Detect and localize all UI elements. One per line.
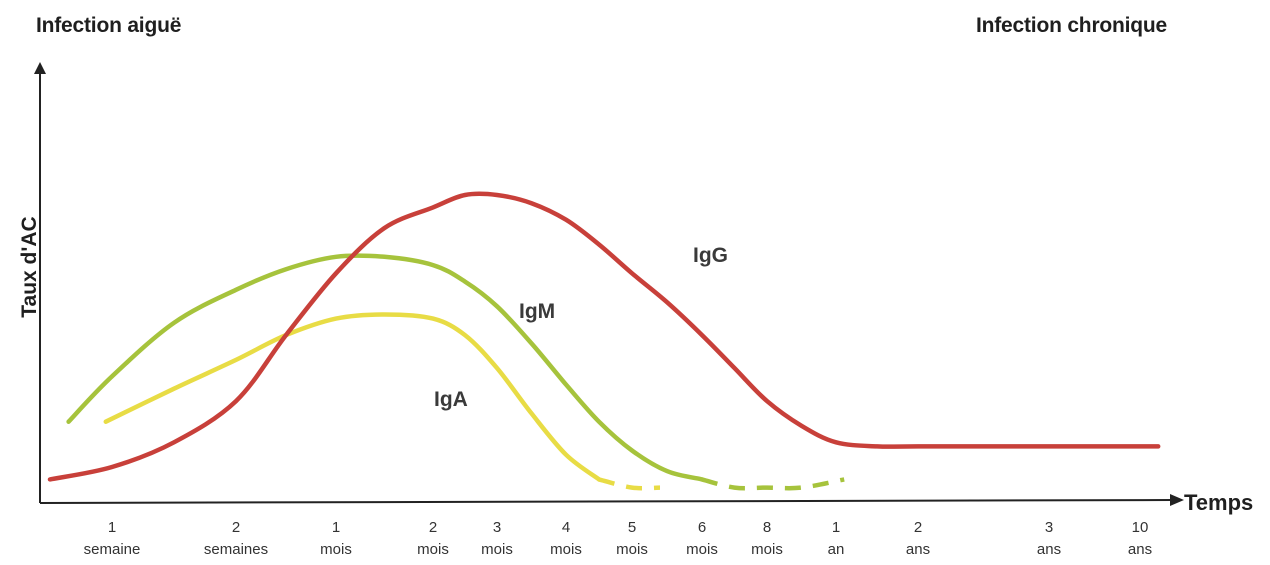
heading-acute-infection: Infection aiguë (36, 14, 182, 37)
x-tick-label: 3 mois (481, 519, 513, 558)
igm-label: IgM (519, 300, 555, 323)
x-tick-value: 5 (628, 519, 636, 536)
iga-curve (103, 312, 602, 482)
x-tick-label: 2 mois (417, 519, 449, 558)
x-tick-value: 4 (562, 519, 570, 536)
x-tick-value: 3 (1045, 519, 1053, 536)
x-tick-unit: mois (686, 541, 718, 558)
x-tick-value: 1 (108, 519, 116, 536)
x-tick-unit: an (828, 541, 845, 558)
x-tick-unit: semaines (204, 541, 268, 558)
x-tick-label: 5 mois (616, 519, 648, 558)
x-tick-label: 2 semaines (204, 519, 268, 558)
x-tick-label: 8 mois (751, 519, 783, 558)
x-axis-arrow (1170, 494, 1184, 506)
x-tick-label: 10 ans (1128, 519, 1152, 558)
x-tick-value: 3 (493, 519, 501, 536)
x-tick-label: 4 mois (550, 519, 582, 558)
x-tick-label: 3 ans (1037, 519, 1061, 558)
x-tick-unit: mois (417, 541, 449, 558)
curve-labels: IgG IgM IgA (434, 244, 728, 411)
x-tick-unit: ans (1128, 541, 1152, 558)
y-axis-arrow (34, 62, 46, 74)
x-tick-label: 1 semaine (84, 519, 141, 558)
x-tick-value: 2 (232, 519, 240, 536)
x-axis-line (39, 499, 1173, 504)
x-tick-unit: mois (550, 541, 582, 558)
x-tick-unit: mois (616, 541, 648, 558)
igg-label: IgG (693, 244, 728, 267)
x-tick-unit: ans (906, 541, 930, 558)
x-tick-unit: semaine (84, 541, 141, 558)
curves (47, 191, 1161, 491)
x-tick-value: 8 (763, 519, 771, 536)
x-tick-label: 1 mois (320, 519, 352, 558)
x-tick-value: 1 (832, 519, 840, 536)
x-tick-unit: mois (320, 541, 352, 558)
igm-curve-dashed (701, 477, 845, 491)
x-tick-labels: 1 semaine 2 semaines 1 mois 2 mois 3 mois 4 mois 5 mo… (84, 519, 1152, 558)
x-tick-value: 1 (332, 519, 340, 536)
iga-label: IgA (434, 388, 468, 411)
heading-chronic-infection: Infection chronique (976, 14, 1168, 37)
x-axis-label: Temps (1184, 490, 1254, 515)
x-tick-unit: mois (751, 541, 783, 558)
x-tick-label: 2 ans (906, 519, 930, 558)
x-tick-value: 6 (698, 519, 706, 536)
x-tick-value: 2 (429, 519, 437, 536)
igg-curve (47, 191, 1161, 482)
iga-curve-dashed (598, 477, 661, 491)
x-tick-unit: ans (1037, 541, 1061, 558)
igm-curve (66, 253, 705, 482)
x-tick-value: 2 (914, 519, 922, 536)
axes (34, 62, 1184, 506)
x-tick-unit: mois (481, 541, 513, 558)
x-tick-label: 6 mois (686, 519, 718, 558)
x-tick-value: 10 (1132, 519, 1149, 536)
x-tick-label: 1 an (828, 519, 845, 558)
